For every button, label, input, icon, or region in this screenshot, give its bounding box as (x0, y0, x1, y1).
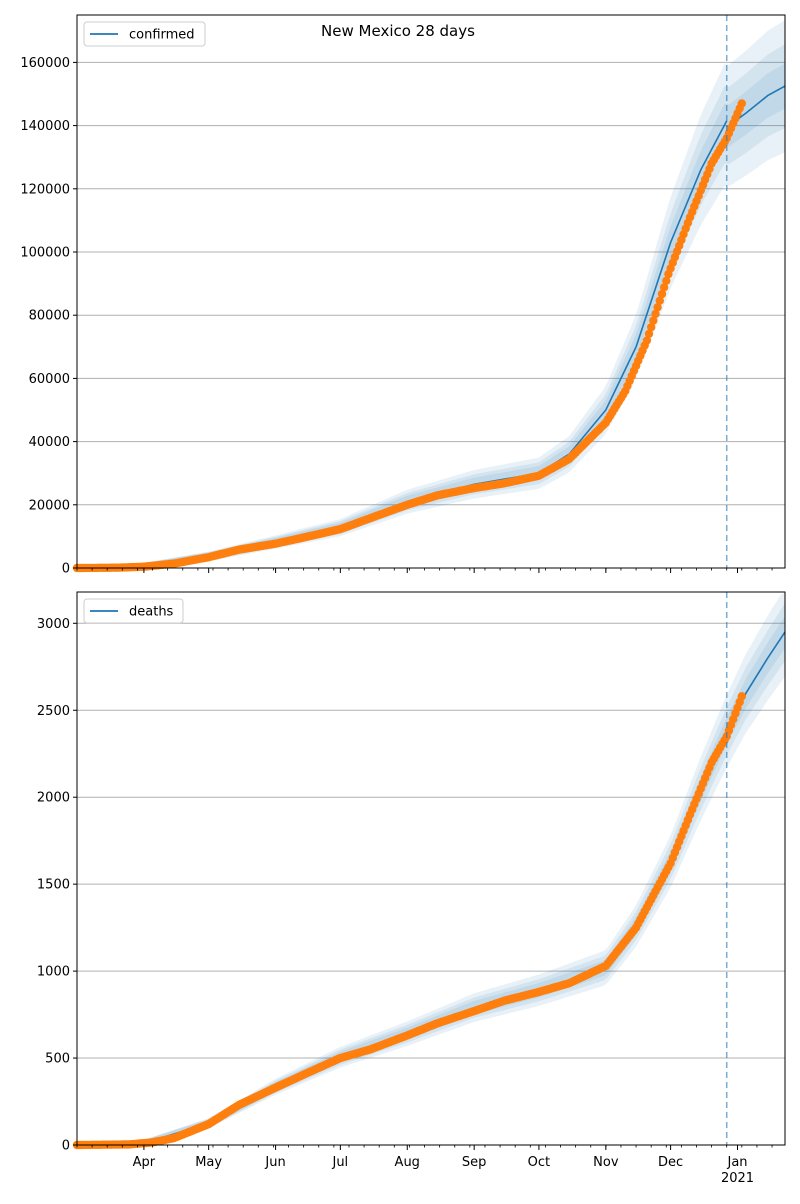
axes-frame (76, 14, 786, 569)
observed-point (655, 296, 664, 305)
x-tick-label: May (195, 1155, 222, 1170)
x-tick-label: Apr (133, 1155, 156, 1170)
x-tick-label: Sep (462, 1155, 487, 1170)
observed-point (647, 323, 656, 332)
y-tick-label: 160000 (20, 56, 70, 71)
y-tick-label: 20000 (29, 498, 70, 513)
y-tick-label: 40000 (29, 435, 70, 450)
y-tick-label: 60000 (29, 372, 70, 387)
y-tick-label: 0 (62, 1139, 70, 1154)
observed-point (662, 276, 671, 285)
x-tick-label: Jun (264, 1155, 285, 1170)
x-tick-label: Oct (528, 1155, 550, 1170)
deaths-panel: 0 500 1000 1500 2000 2500 3000 Apr May Jun Jul Aug S… (37, 591, 786, 1186)
observed-point (644, 329, 654, 338)
x-tick-label: Nov (593, 1155, 619, 1170)
legend-label: confirmed (129, 28, 195, 43)
uncertainty-band (77, 592, 785, 1145)
uncertainty-band (77, 615, 785, 1145)
y-tick-label: 0 (62, 562, 70, 577)
observed-point (737, 692, 746, 701)
legend-box (83, 598, 184, 624)
confirmed-panel: 0 20000 40000 60000 80000 100000 120000 140000 1… (20, 14, 786, 577)
uncertainty-band (77, 603, 785, 1145)
x-tick-label: Aug (395, 1155, 420, 1170)
axes-frame (76, 591, 786, 1146)
y-tick-label: 3000 (37, 617, 70, 632)
x-tick-label: Jan (726, 1155, 747, 1170)
y-tick-label: 2000 (37, 791, 70, 806)
y-tick-label: 1500 (37, 878, 70, 893)
y-tick-label: 500 (45, 1052, 70, 1067)
observed-point (657, 289, 667, 299)
legend-box (83, 21, 206, 47)
y-tick-label: 80000 (29, 309, 70, 324)
observed-point (737, 99, 746, 108)
observed-point (653, 303, 662, 312)
observed-point (651, 309, 660, 319)
uncertainty-band (77, 44, 785, 568)
chart-title: New Mexico 28 days (321, 22, 475, 40)
x-tick-label: Dec (658, 1155, 683, 1170)
observed-point (659, 283, 669, 292)
x-tick-label: Jul (331, 1155, 348, 1170)
legend-label: deaths (129, 605, 174, 620)
observed-point (649, 316, 658, 325)
y-tick-label: 100000 (20, 246, 70, 261)
uncertainty-band (77, 20, 785, 569)
y-tick-label: 1000 (37, 965, 70, 980)
observed-point (642, 336, 652, 345)
y-tick-label: 2500 (37, 704, 70, 719)
uncertainty-band (77, 63, 785, 568)
x-year-label: 2021 (721, 1171, 754, 1186)
y-tick-label: 140000 (20, 119, 70, 134)
y-tick-label: 120000 (20, 182, 70, 197)
